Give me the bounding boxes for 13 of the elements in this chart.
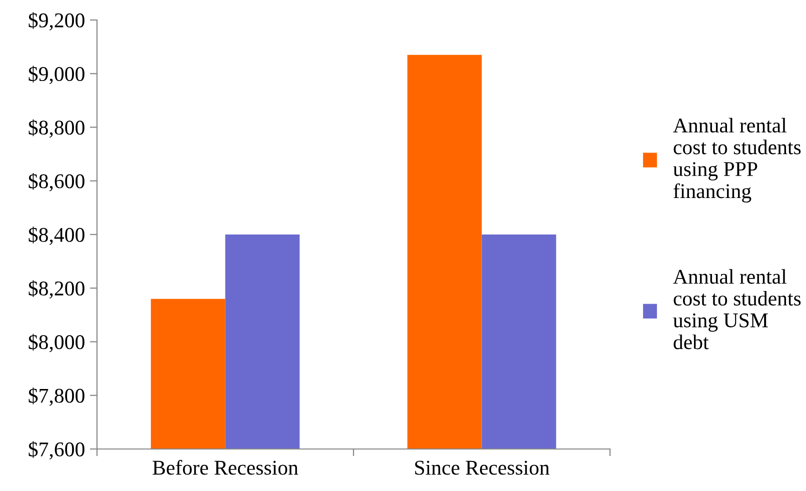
y-tick-label: $9,000 <box>28 66 84 84</box>
y-tick-label: $8,800 <box>28 119 84 138</box>
y-tick-label: $8,600 <box>28 173 84 192</box>
y-tick-label: $7,600 <box>28 441 84 460</box>
y-tick-label: $8,400 <box>28 226 84 245</box>
legend-label: Annual rental cost to students using USM debt <box>673 269 801 350</box>
y-tick-label: $8,200 <box>28 280 84 299</box>
y-tick-label: $7,800 <box>28 388 84 406</box>
x-tick-label: Before Recession <box>152 460 298 475</box>
y-tick-label: $9,200 <box>28 12 84 30</box>
x-tick-label: Since Recession <box>415 460 550 475</box>
y-tick-label: $8,000 <box>28 334 84 352</box>
legend-label: Annual rental cost to students using PPP financing <box>673 118 801 203</box>
